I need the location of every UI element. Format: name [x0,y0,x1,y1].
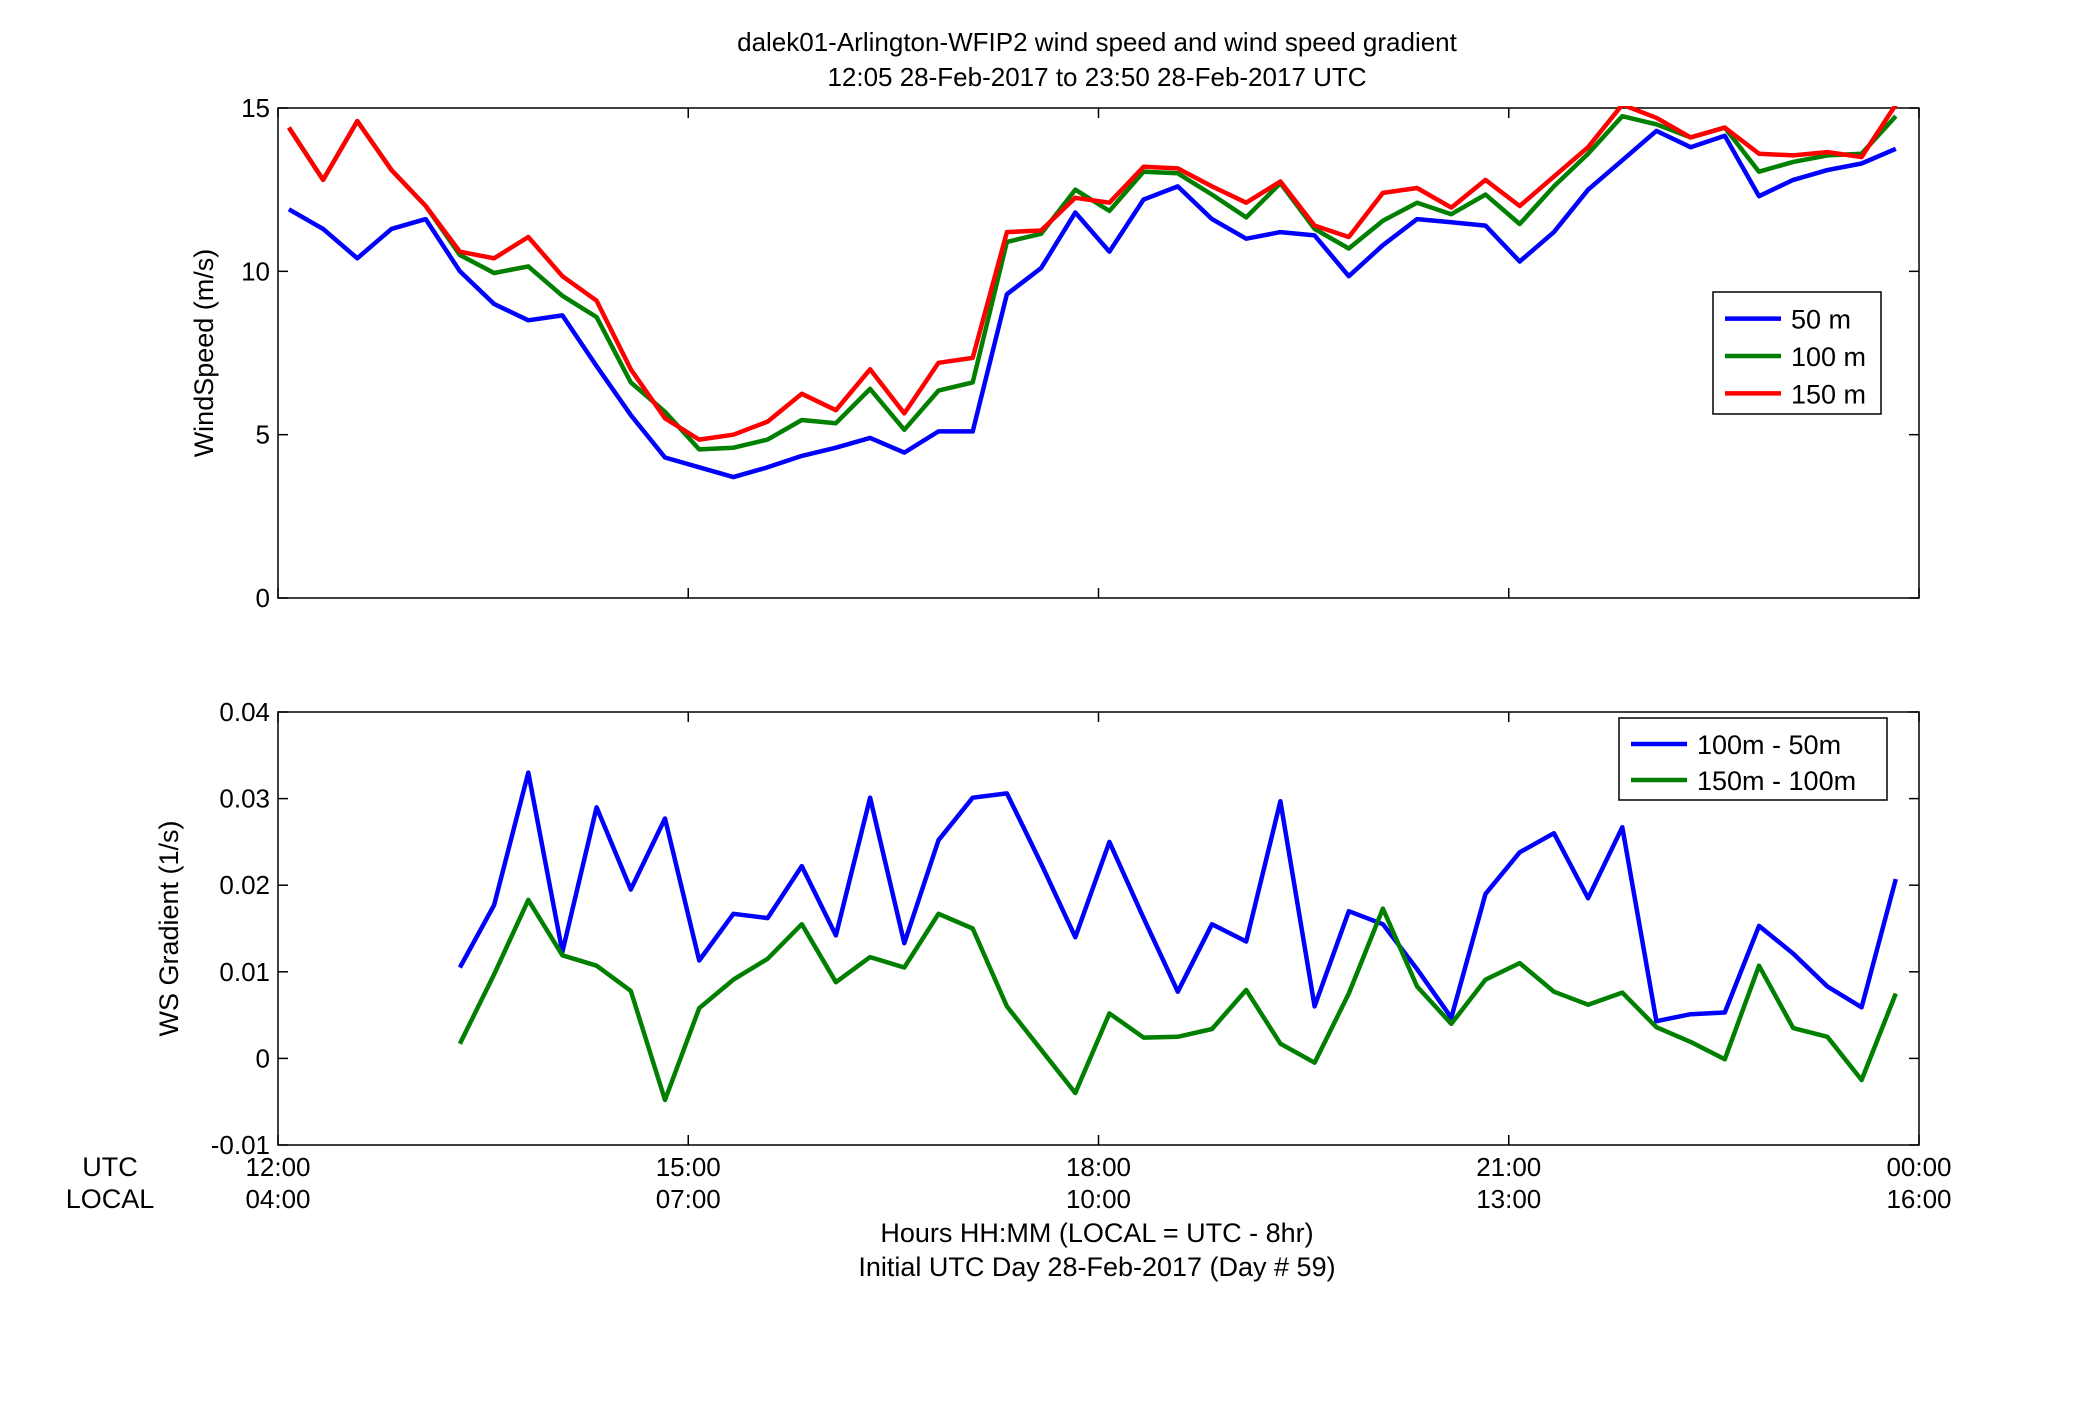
legend-label: 50 m [1791,305,1851,335]
y-tick-label: 10 [241,256,270,286]
y-tick-label: 0.04 [219,697,270,727]
gradient-panel: -0.01 0 0.01 0.02 0.03 0.04 WS Gradient (1/s) 1… [154,697,1952,1214]
y-tick-label: -0.01 [211,1130,270,1160]
y-tick-label: 15 [241,93,270,123]
x-tick-label-local: 10:00 [1066,1184,1131,1214]
y-tick-label: 0.02 [219,870,270,900]
windspeed-panel: 0 5 10 15 WindSpeed (m/s) 50 m 100 m 150 m [189,93,1920,613]
y-tick-label: 5 [256,420,270,450]
x-tick-label-local: 16:00 [1886,1184,1951,1214]
legend-label: 100m - 50m [1697,730,1841,760]
x-tick-label-utc: 00:00 [1886,1152,1951,1182]
series-line-50-m [287,128,1897,480]
x-tick-label-utc: 18:00 [1066,1152,1131,1182]
x-tick-label-local: 13:00 [1476,1184,1541,1214]
y-tick-label: 0 [256,1043,270,1073]
y-axis-label: WindSpeed (m/s) [189,249,219,458]
chart-subtitle: 12:05 28-Feb-2017 to 23:50 28-Feb-2017 U… [827,62,1366,92]
x-tick-label-utc: 12:00 [245,1152,310,1182]
utc-row-label: UTC [82,1152,138,1182]
series-line-150m-100m [457,897,1898,1103]
plot-area [277,107,1920,599]
y-axis-label: WS Gradient (1/s) [154,820,184,1036]
x-tick-label-utc: 21:00 [1476,1152,1541,1182]
x-axis-label: Hours HH:MM (LOCAL = UTC - 8hr) [880,1218,1313,1248]
y-tick-label: 0.03 [219,784,270,814]
chart-title: dalek01-Arlington-WFIP2 wind speed and w… [737,27,1458,57]
x-axis-sublabel: Initial UTC Day 28-Feb-2017 (Day # 59) [858,1252,1335,1282]
y-tick-label: 0.01 [219,957,270,987]
x-tick-label-utc: 15:00 [656,1152,721,1182]
x-tick-label-local: 04:00 [245,1184,310,1214]
legend-box [1618,717,1888,801]
series-line-100m-50m [457,770,1898,1024]
y-tick-label: 0 [256,583,270,613]
legend-label: 150m - 100m [1697,766,1856,796]
local-row-label: LOCAL [66,1184,155,1214]
legend-label: 150 m [1791,379,1866,409]
series-line-150-m [287,106,1898,442]
legend-label: 100 m [1791,342,1866,372]
x-tick-label-local: 07:00 [656,1184,721,1214]
